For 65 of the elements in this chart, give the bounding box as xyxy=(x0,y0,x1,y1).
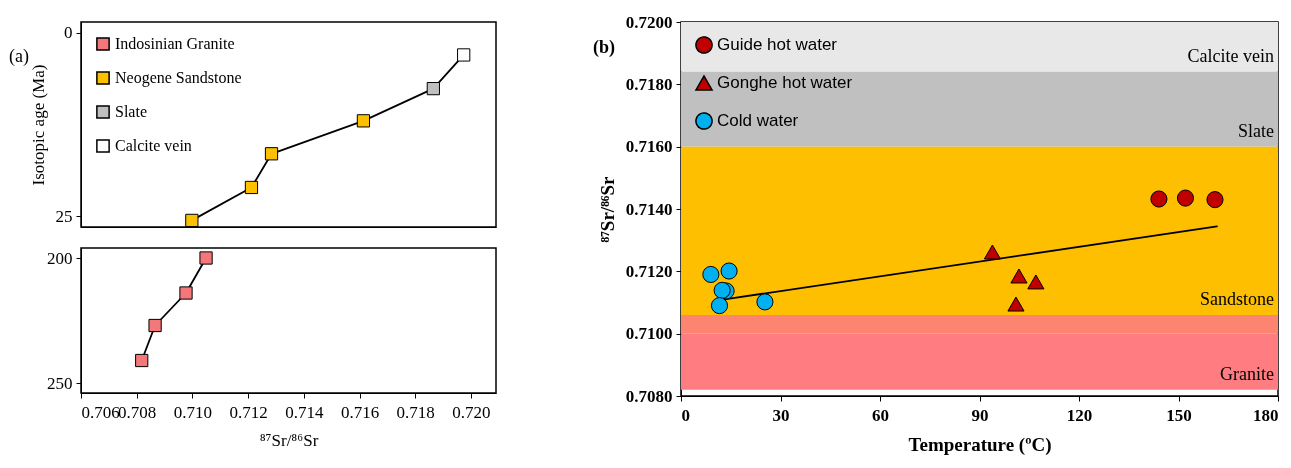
y-tick-label: 0.7120 xyxy=(625,261,673,281)
point xyxy=(244,180,259,195)
point xyxy=(710,297,729,315)
y-tick-label: 0.7200 xyxy=(625,12,673,32)
text: (a) xyxy=(9,46,29,67)
x-tick-label: 0.714 xyxy=(285,402,324,422)
y-tick-label: 0.7180 xyxy=(625,74,673,94)
x-tick-label: 60 xyxy=(872,405,889,425)
y-tick-label: 0 xyxy=(64,23,73,43)
point xyxy=(135,353,149,368)
point xyxy=(426,82,440,96)
point xyxy=(1027,274,1045,290)
y-tick-label: 0.7080 xyxy=(625,386,673,406)
point xyxy=(199,251,213,265)
x-tick-label: 120 xyxy=(1066,405,1093,425)
legend-label: Calcite vein xyxy=(115,137,192,154)
legend-label: Slate xyxy=(115,103,147,120)
y-tick-label: 0.7140 xyxy=(625,199,673,219)
legend-label: Guide hot water xyxy=(717,35,838,54)
x-tick-label: 0.718 xyxy=(396,402,435,422)
band-label: Sandstone xyxy=(1200,288,1275,309)
x-tick-label: 0 xyxy=(681,405,690,425)
point xyxy=(1206,191,1224,209)
legend-label: Neogene Sandstone xyxy=(115,69,242,87)
x-tick-label: 150 xyxy=(1166,405,1192,425)
y-axis-title: ⁸⁷Sr/⁸⁶Sr xyxy=(596,175,618,243)
band-label: Calcite vein xyxy=(1187,45,1274,66)
band-label: Granite xyxy=(1220,363,1274,384)
text: (b) xyxy=(593,37,615,58)
legend-label: Cold water xyxy=(717,111,799,130)
point xyxy=(713,281,731,299)
point xyxy=(1176,189,1195,207)
point xyxy=(720,262,738,280)
x-tick-label: 0.708 xyxy=(118,402,157,422)
point xyxy=(264,147,279,161)
point xyxy=(1150,190,1168,208)
x-tick-label: 0.716 xyxy=(340,402,380,422)
point xyxy=(702,265,720,283)
y-tick-label: 250 xyxy=(47,373,73,393)
point xyxy=(356,114,371,128)
point xyxy=(1010,268,1028,284)
y-tick-label: 25 xyxy=(55,206,73,226)
x-tick-label: 0.710 xyxy=(173,402,213,422)
point xyxy=(148,318,162,333)
point xyxy=(756,293,774,311)
y-tick-label: 0.7100 xyxy=(625,324,673,344)
point xyxy=(1007,296,1025,312)
x-tick-label: 0.720 xyxy=(452,402,491,422)
point xyxy=(457,48,471,62)
legend-label: Indosinian Granite xyxy=(115,35,235,52)
point xyxy=(185,213,199,228)
x-axis-title: Temperature (ºC) xyxy=(908,433,1052,456)
point xyxy=(983,244,1001,260)
x-tick-label: 90 xyxy=(971,405,989,425)
x-tick-label: 30 xyxy=(772,405,790,425)
y-axis-title: Isotopic age (Ma) xyxy=(28,64,48,186)
band-label: Slate xyxy=(1238,120,1274,141)
y-tick-label: 0.7160 xyxy=(625,137,673,157)
x-tick-label: 0.712 xyxy=(229,402,268,422)
x-axis-title: ⁸⁷Sr/⁸⁶Sr xyxy=(259,430,319,450)
x-tick-label: 0.706 xyxy=(81,402,120,422)
legend-label: Gonghe hot water xyxy=(717,73,853,92)
x-tick-label: 180 xyxy=(1253,405,1279,425)
point xyxy=(179,286,193,300)
y-tick-label: 200 xyxy=(47,248,73,268)
